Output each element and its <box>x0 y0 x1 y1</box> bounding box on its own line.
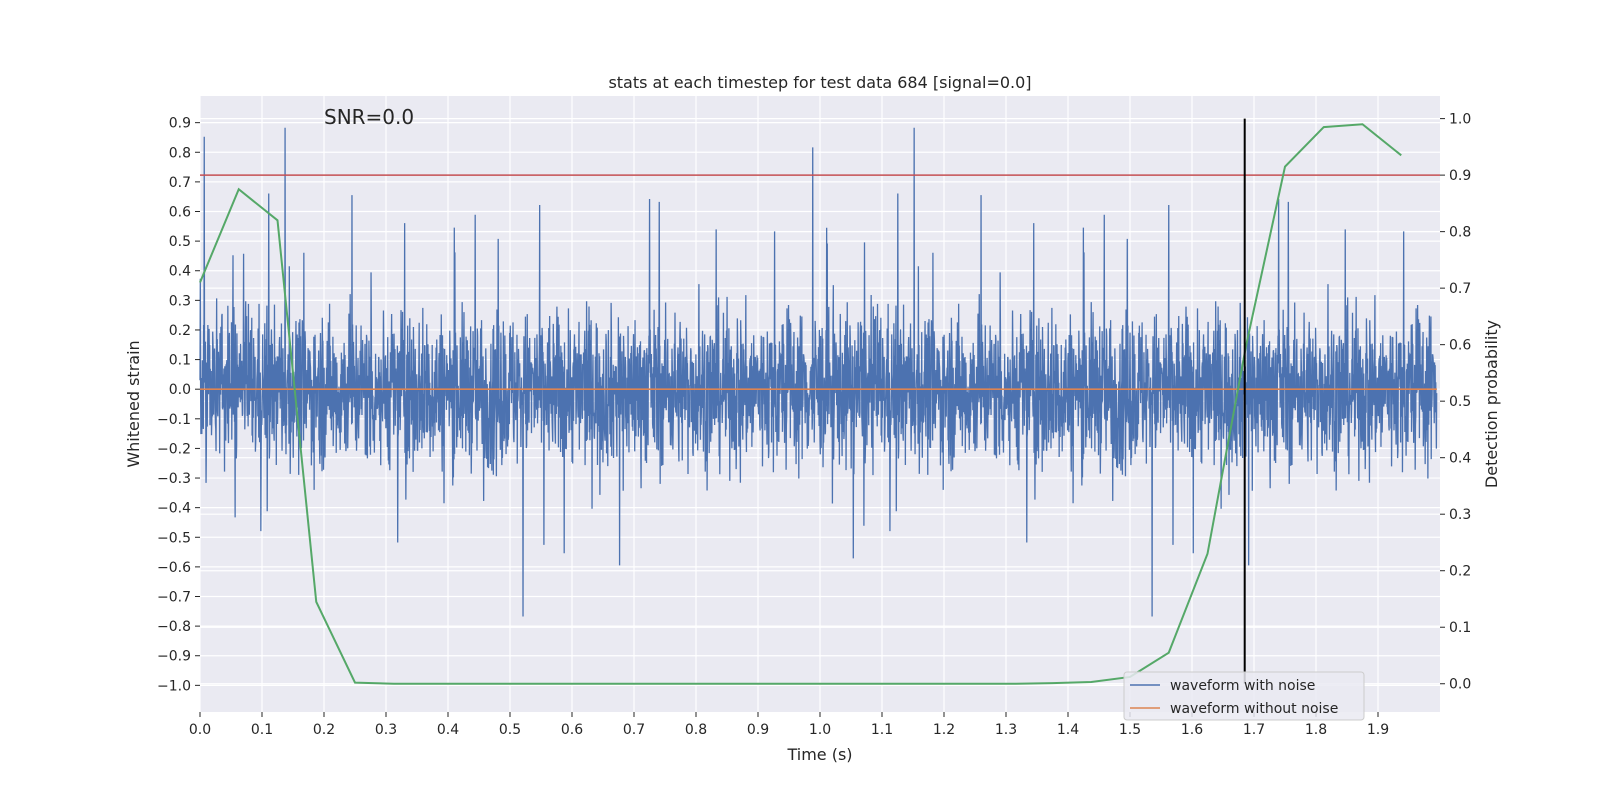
y-tick-label-right: 0.4 <box>1449 451 1471 467</box>
y-tick-label-left: −1.0 <box>157 678 191 694</box>
x-tick-label: 1.8 <box>1305 722 1327 738</box>
y-tick-label-left: 0.1 <box>169 353 191 369</box>
x-tick-label: 0.7 <box>623 722 645 738</box>
x-tick-label: 1.6 <box>1181 722 1203 738</box>
x-tick-label: 1.2 <box>933 722 955 738</box>
y-tick-label-left: −0.1 <box>157 412 191 428</box>
x-tick-label: 0.8 <box>685 722 707 738</box>
y-tick-label-left: 0.4 <box>169 264 191 280</box>
x-tick-label: 0.2 <box>313 722 335 738</box>
x-tick-label: 1.3 <box>995 722 1017 738</box>
y-tick-label-left: −0.7 <box>157 590 191 606</box>
series-layer <box>199 118 1440 685</box>
y-tick-label-left: 0.6 <box>169 205 191 221</box>
y-tick-label-left: 0.0 <box>169 382 191 398</box>
series-noisy-waveform <box>199 127 1438 617</box>
x-tick-label: 0.5 <box>499 722 521 738</box>
y-tick-label-left: 0.3 <box>169 293 191 309</box>
legend-label-clean: waveform without noise <box>1170 701 1338 717</box>
y-tick-label-right: 0.0 <box>1449 677 1471 693</box>
y-tick-label-left: 0.7 <box>169 175 191 191</box>
y-tick-label-left: −0.9 <box>157 649 191 665</box>
legend-box <box>1123 671 1365 721</box>
x-tick-label: 0.1 <box>251 722 273 738</box>
y-tick-label-left: −0.6 <box>157 560 191 576</box>
y-tick-label-left: −0.4 <box>157 501 191 517</box>
series-detection-probability <box>199 123 1402 685</box>
y-tick-label-right: 0.9 <box>1449 168 1471 184</box>
x-tick-label: 0.3 <box>375 722 397 738</box>
y-axis-label-right: Detection probability <box>1482 320 1501 488</box>
snr-annotation: SNR=0.0 <box>324 105 414 129</box>
legend-label-noise: waveform with noise <box>1170 678 1315 694</box>
x-tick-label: 1.4 <box>1057 722 1079 738</box>
y-tick-label-right: 0.8 <box>1449 225 1471 241</box>
x-tick-label: 0.0 <box>189 722 211 738</box>
y-axis-label-left: Whitened strain <box>124 340 143 467</box>
ticks-layer: 0.0 0.1 0.2 0.3 0.4 0.5 0.6 0.7 0.8 0.9 1.0 1.1 1.2 1… <box>157 112 1471 738</box>
y-tick-label-left: −0.2 <box>157 441 191 457</box>
y-tick-label-left: 0.9 <box>169 116 191 132</box>
x-tick-label: 1.0 <box>809 722 831 738</box>
x-tick-label: 0.9 <box>747 722 769 738</box>
legend: waveform with noise waveform without noi… <box>1123 671 1365 721</box>
x-tick-label: 1.9 <box>1367 722 1389 738</box>
y-tick-label-left: 0.5 <box>169 234 191 250</box>
x-axis-label: Time (s) <box>786 745 852 764</box>
x-tick-label: 0.6 <box>561 722 583 738</box>
y-tick-label-right: 0.3 <box>1449 507 1471 523</box>
x-tick-label: 1.1 <box>871 722 893 738</box>
y-tick-label-left: −0.3 <box>157 471 191 487</box>
chart-title: stats at each timestep for test data 684… <box>608 73 1031 92</box>
y-tick-label-right: 0.6 <box>1449 338 1471 354</box>
y-tick-label-left: −0.5 <box>157 530 191 546</box>
y-tick-label-right: 0.2 <box>1449 564 1471 580</box>
y-tick-label-left: 0.8 <box>169 145 191 161</box>
y-tick-label-right: 1.0 <box>1449 112 1471 128</box>
y-tick-label-left: 0.2 <box>169 323 191 339</box>
y-tick-label-right: 0.1 <box>1449 620 1471 636</box>
y-tick-label-right: 0.5 <box>1449 394 1471 410</box>
y-tick-label-left: −0.8 <box>157 619 191 635</box>
x-tick-label: 1.5 <box>1119 722 1141 738</box>
y-tick-label-right: 0.7 <box>1449 281 1471 297</box>
x-tick-label: 0.4 <box>437 722 459 738</box>
x-tick-label: 1.7 <box>1243 722 1265 738</box>
